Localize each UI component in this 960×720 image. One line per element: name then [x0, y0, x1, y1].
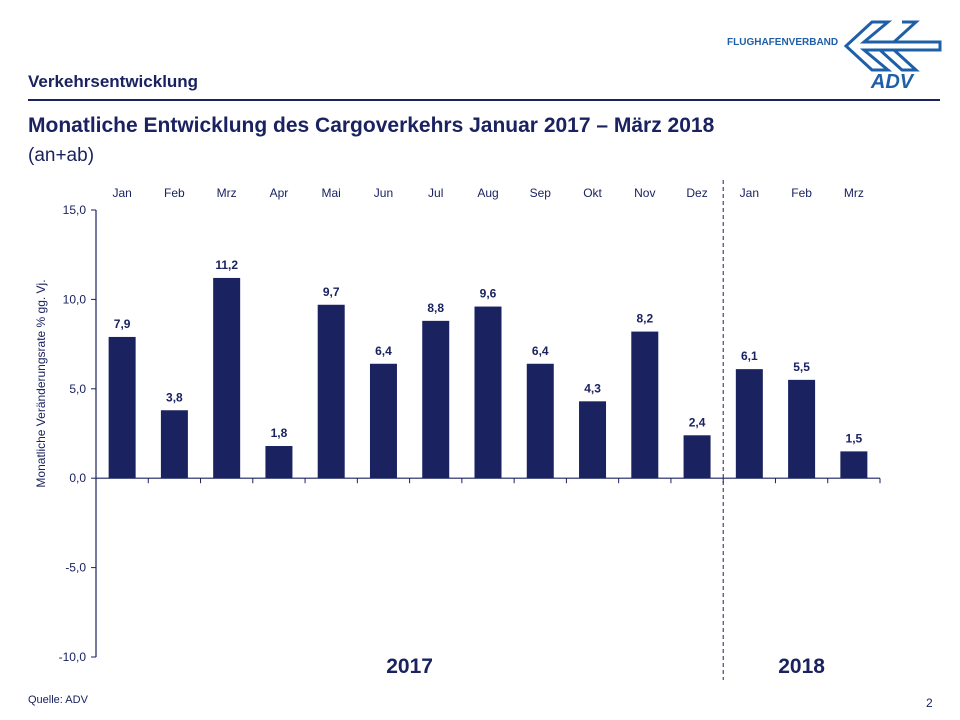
bar-chart: 15,0 10,0 5,0 0,0 -5,0 -10,0 Monatliche Veränd… [34, 180, 881, 680]
bar [735, 369, 763, 479]
bar [526, 363, 554, 479]
y-tick-label: 5,0 [69, 382, 86, 396]
bar [422, 320, 450, 479]
bar [788, 379, 816, 479]
adv-logo: ADV [843, 20, 942, 90]
bar [369, 363, 397, 479]
bar [108, 336, 136, 479]
data-label: 1,5 [846, 431, 863, 445]
data-label: 1,8 [271, 426, 288, 440]
bar [265, 446, 293, 479]
bar [840, 451, 868, 479]
header-divider [28, 99, 940, 101]
page-title: Monatliche Entwicklung des Cargoverkehrs… [28, 114, 715, 137]
category-label: Mrz [217, 186, 237, 200]
bar [317, 304, 345, 479]
year-label: 2017 [386, 655, 433, 678]
y-axis-label: Monatliche Veränderungsrate % gg. Vj. [34, 279, 48, 487]
data-label: 6,1 [741, 349, 758, 363]
bar [579, 401, 607, 479]
category-label: Sep [530, 186, 552, 200]
category-label: Dez [686, 186, 707, 200]
category-label: Feb [791, 186, 812, 200]
section-title: Verkehrsentwicklung [28, 72, 199, 91]
y-tick-label: -5,0 [65, 561, 86, 575]
data-label: 3,8 [166, 390, 183, 404]
data-label: 6,4 [375, 344, 392, 358]
category-label: Jan [740, 186, 759, 200]
data-label: 5,5 [793, 360, 810, 374]
category-label: Feb [164, 186, 185, 200]
page-subtitle: (an+ab) [28, 145, 95, 166]
data-label: 11,2 [215, 258, 238, 272]
y-tick-label: 15,0 [63, 203, 87, 217]
category-label: Apr [270, 186, 289, 200]
category-label: Nov [634, 186, 655, 200]
bar [474, 306, 502, 479]
source-note: Quelle: ADV [28, 694, 88, 706]
page-number: 2 [926, 696, 933, 710]
category-label: Mrz [844, 186, 864, 200]
logo-text: FLUGHAFENVERBAND [727, 37, 839, 48]
bar [631, 331, 659, 479]
category-label: Okt [583, 186, 602, 200]
data-label: 2,4 [689, 415, 706, 429]
y-tick-label: -10,0 [59, 650, 87, 664]
logo-adv-text: ADV [870, 71, 915, 90]
year-label: 2018 [778, 655, 825, 678]
data-label: 8,8 [427, 301, 444, 315]
data-label: 9,6 [480, 287, 497, 301]
category-label: Mai [322, 186, 341, 200]
y-tick-label: 10,0 [63, 292, 87, 306]
category-label: Jan [112, 186, 131, 200]
data-label: 9,7 [323, 285, 340, 299]
bar [160, 410, 188, 479]
data-label: 6,4 [532, 344, 549, 358]
category-label: Jun [374, 186, 393, 200]
data-label: 8,2 [636, 312, 653, 326]
bar [683, 435, 711, 479]
bar [213, 277, 241, 479]
data-label: 7,9 [114, 317, 131, 331]
category-label: Jul [428, 186, 443, 200]
data-label: 4,3 [584, 381, 601, 395]
y-tick-label: 0,0 [69, 471, 86, 485]
category-label: Aug [477, 186, 498, 200]
